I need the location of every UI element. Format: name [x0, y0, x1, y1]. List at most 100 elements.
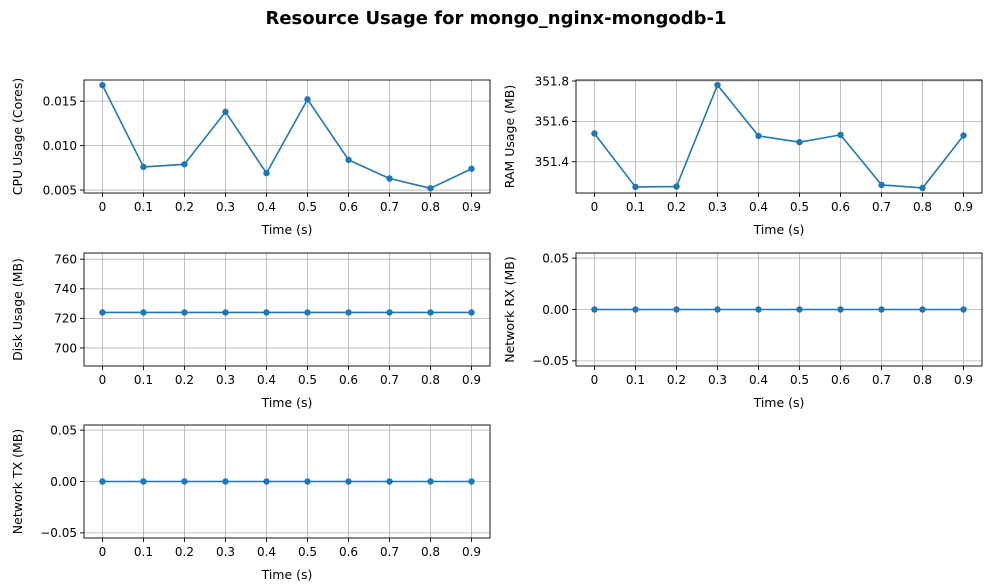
- ram-x-tick-label: 0.2: [667, 200, 686, 214]
- cpu-y-tick-label: 0.005: [43, 183, 77, 197]
- netrx-data-point: [632, 306, 639, 313]
- nettx-y-tick-label: 0.00: [50, 475, 77, 489]
- netrx-data-point: [673, 306, 680, 313]
- disk-data-point: [263, 309, 270, 316]
- cpu-data-point: [386, 175, 393, 182]
- cpu-y-tick-label: 0.010: [43, 139, 77, 153]
- netrx-x-tick-label: 0.1: [626, 373, 645, 387]
- ram-x-tick-label: 0.5: [790, 200, 809, 214]
- disk-y-tick-label: 740: [54, 282, 77, 296]
- ram-x-axis-label: Time (s): [753, 222, 805, 237]
- nettx-data-point: [99, 478, 106, 485]
- cpu-x-tick-label: 0.6: [339, 200, 358, 214]
- cpu-subplot: 0 0.1 0.2 0.3 0.4 0.5 0.6 0.7 0.8 0.9 0.005 0.010 0.…: [10, 78, 491, 237]
- cpu-y-axis-label: CPU Usage (Cores): [10, 78, 25, 196]
- nettx-y-tick-label: 0.05: [50, 423, 77, 437]
- disk-axes-frame: [83, 252, 491, 367]
- ram-x-tick-label: 0.7: [872, 200, 891, 214]
- netrx-subplot: 0 0.1 0.2 0.3 0.4 0.5 0.6 0.7 0.8 0.9 −0.05 0.00 0.0…: [502, 251, 983, 410]
- netrx-y-tick-label: 0.00: [542, 303, 569, 317]
- netrx-x-tick-label: 0: [591, 373, 599, 387]
- disk-x-tick-label: 0.5: [298, 373, 317, 387]
- ram-subplot: 0 0.1 0.2 0.3 0.4 0.5 0.6 0.7 0.8 0.9 351.4 351.6 35…: [502, 74, 983, 237]
- ram-axes-frame: [575, 79, 983, 194]
- cpu-x-tick-label: 0.4: [257, 200, 276, 214]
- cpu-y-tick-label: 0.015: [43, 94, 77, 108]
- nettx-data-point: [181, 478, 188, 485]
- figure-title: Resource Usage for mongo_nginx-mongodb-1: [265, 8, 726, 29]
- disk-data-point: [427, 309, 434, 316]
- ram-x-tick-label: 0.4: [749, 200, 768, 214]
- cpu-data-point: [181, 161, 188, 168]
- cpu-x-tick-label: 0.9: [462, 200, 481, 214]
- ram-data-point: [878, 181, 885, 189]
- nettx-x-tick-label: 0.7: [380, 545, 399, 559]
- nettx-x-tick-label: 0.8: [421, 545, 440, 559]
- nettx-data-point: [468, 478, 475, 485]
- disk-x-tick-label: 0.2: [175, 373, 194, 387]
- cpu-data-point: [427, 185, 434, 192]
- ram-y-tick-label: 351.4: [535, 155, 569, 169]
- disk-y-axis-label: Disk Usage (MB): [10, 258, 25, 361]
- ram-y-axis-label: RAM Usage (MB): [502, 85, 517, 189]
- disk-data-point: [468, 309, 475, 316]
- netrx-data-point: [591, 306, 598, 313]
- netrx-data-point: [960, 306, 967, 313]
- cpu-data-point: [468, 165, 475, 172]
- nettx-data-point: [140, 478, 147, 485]
- nettx-subplot: 0 0.1 0.2 0.3 0.4 0.5 0.6 0.7 0.8 0.9 −0.05 0.00 0.0…: [10, 423, 491, 582]
- cpu-data-point: [99, 81, 106, 89]
- netrx-data-point: [796, 306, 803, 313]
- cpu-series-line: [101, 84, 472, 190]
- ram-data-point: [591, 130, 598, 137]
- ram-y-tick-label: 351.6: [535, 115, 569, 129]
- nettx-x-tick-label: 0.6: [339, 545, 358, 559]
- netrx-x-tick-label: 0.3: [708, 373, 727, 387]
- disk-subplot: 0 0.1 0.2 0.3 0.4 0.5 0.6 0.7 0.8 0.9 700 720 740 760…: [10, 252, 491, 410]
- disk-data-point: [222, 309, 229, 316]
- subplot-grid: 0 0.1 0.2 0.3 0.4 0.5 0.6 0.7 0.8 0.9 0.005 0.010 0.…: [10, 74, 983, 582]
- ram-series-line: [593, 84, 965, 189]
- cpu-data-point: [304, 96, 311, 103]
- ram-data-point: [632, 183, 639, 191]
- ram-data-point: [796, 138, 803, 146]
- netrx-x-axis-label: Time (s): [753, 395, 805, 410]
- cpu-data-point: [222, 108, 229, 116]
- cpu-x-tick-label: 0.8: [421, 200, 440, 214]
- nettx-data-point: [263, 478, 270, 485]
- ram-x-tick-label: 0: [591, 200, 599, 214]
- disk-data-point: [140, 309, 147, 316]
- ram-data-point: [673, 183, 680, 190]
- disk-data-point: [181, 309, 188, 316]
- netrx-x-tick-label: 0.9: [954, 373, 973, 387]
- ram-data-point: [837, 131, 844, 139]
- cpu-x-tick-label: 0.1: [134, 200, 153, 214]
- netrx-y-axis-label: Network RX (MB): [502, 256, 517, 363]
- netrx-data-point: [878, 306, 885, 313]
- netrx-y-tick-label: 0.05: [542, 251, 569, 265]
- disk-data-point: [304, 309, 311, 316]
- ram-x-tick-label: 0.1: [626, 200, 645, 214]
- nettx-x-tick-label: 0.1: [134, 545, 153, 559]
- nettx-data-point: [222, 478, 229, 485]
- ram-data-point: [960, 132, 967, 139]
- nettx-x-tick-label: 0: [99, 545, 107, 559]
- ram-data-point: [755, 132, 762, 140]
- disk-x-axis-label: Time (s): [261, 395, 313, 410]
- disk-x-tick-label: 0.9: [462, 373, 481, 387]
- nettx-x-tick-label: 0.3: [216, 545, 235, 559]
- disk-data-point: [386, 309, 393, 316]
- disk-x-tick-label: 0: [99, 373, 107, 387]
- netrx-data-point: [837, 306, 844, 313]
- cpu-x-axis-label: Time (s): [261, 222, 313, 237]
- cpu-x-tick-label: 0.2: [175, 200, 194, 214]
- disk-x-tick-label: 0.6: [339, 373, 358, 387]
- netrx-x-tick-label: 0.4: [749, 373, 768, 387]
- cpu-axes-frame: [83, 79, 491, 194]
- nettx-data-point: [386, 478, 393, 485]
- disk-y-tick-label: 760: [54, 253, 77, 267]
- disk-y-tick-label: 720: [54, 312, 77, 326]
- cpu-x-tick-label: 0.7: [380, 200, 399, 214]
- disk-x-tick-label: 0.7: [380, 373, 399, 387]
